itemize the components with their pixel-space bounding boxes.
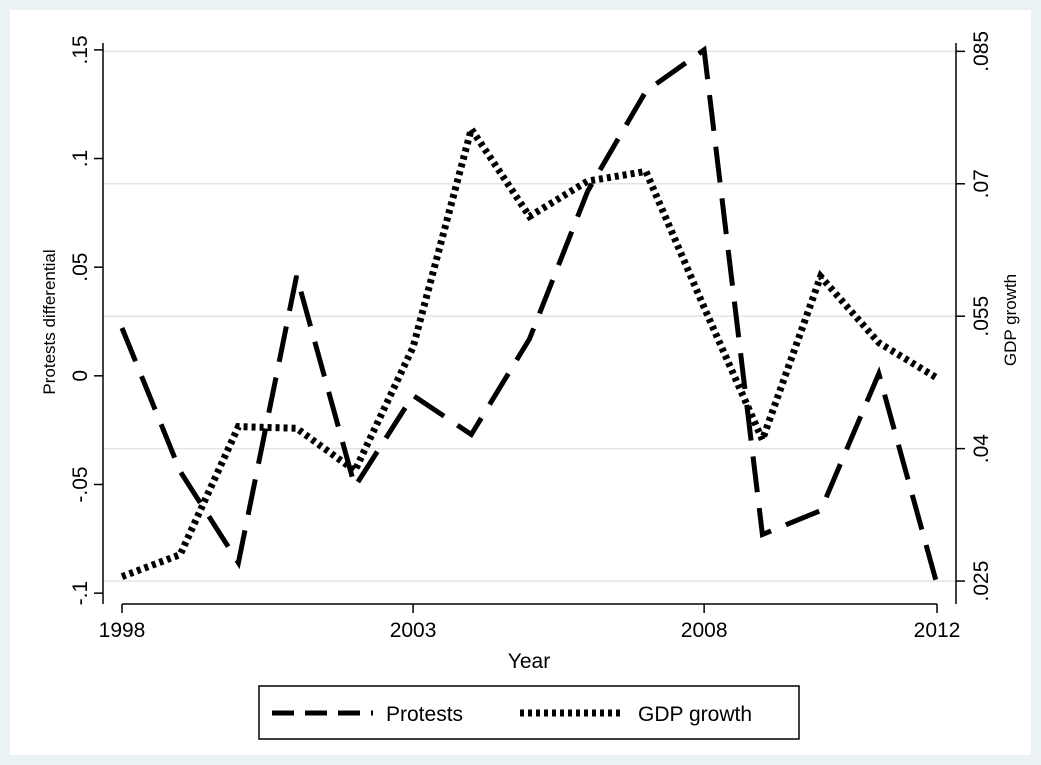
legend-label-gdp-growth: GDP growth [638, 703, 752, 726]
y-left-tick-label-0: .15 [69, 35, 92, 64]
y-left-tick-label-3: 0 [69, 370, 92, 382]
y-left-tick-label-4: -.05 [69, 466, 92, 502]
y-right-tick-label-1: .07 [970, 169, 993, 198]
y-left-tick-label-5: -.1 [69, 581, 92, 606]
series [119, 45, 940, 586]
y-right-tick-label-0: .085 [970, 31, 993, 72]
x-tick-label-0: 1998 [99, 619, 146, 642]
y-right-tick-label-2: .055 [970, 296, 993, 337]
axes: .15 .1 .05 0 -.05 -.1 .085 .07 .055 .04 .025 1998 20… [69, 31, 993, 642]
y-right-tick-label-4: .025 [970, 561, 993, 602]
legend-label-protests: Protests [386, 703, 463, 726]
y-right-tick-label-3: .04 [970, 434, 993, 464]
y-left-tick-label-1: .1 [69, 150, 92, 168]
x-tick-label-3: 2012 [914, 619, 961, 642]
y-axis-right-title: GDP growth [1001, 274, 1020, 366]
y-axis-left-title: Protests differential [40, 249, 59, 394]
y-left-tick-label-2: .05 [69, 253, 92, 282]
legend: Protests GDP growth [258, 685, 800, 740]
x-tick-label-1: 2003 [390, 619, 437, 642]
gridlines [103, 50, 956, 582]
x-axis-title: Year [508, 650, 550, 673]
x-tick-label-2: 2008 [681, 619, 728, 642]
plot-area [103, 39, 956, 604]
